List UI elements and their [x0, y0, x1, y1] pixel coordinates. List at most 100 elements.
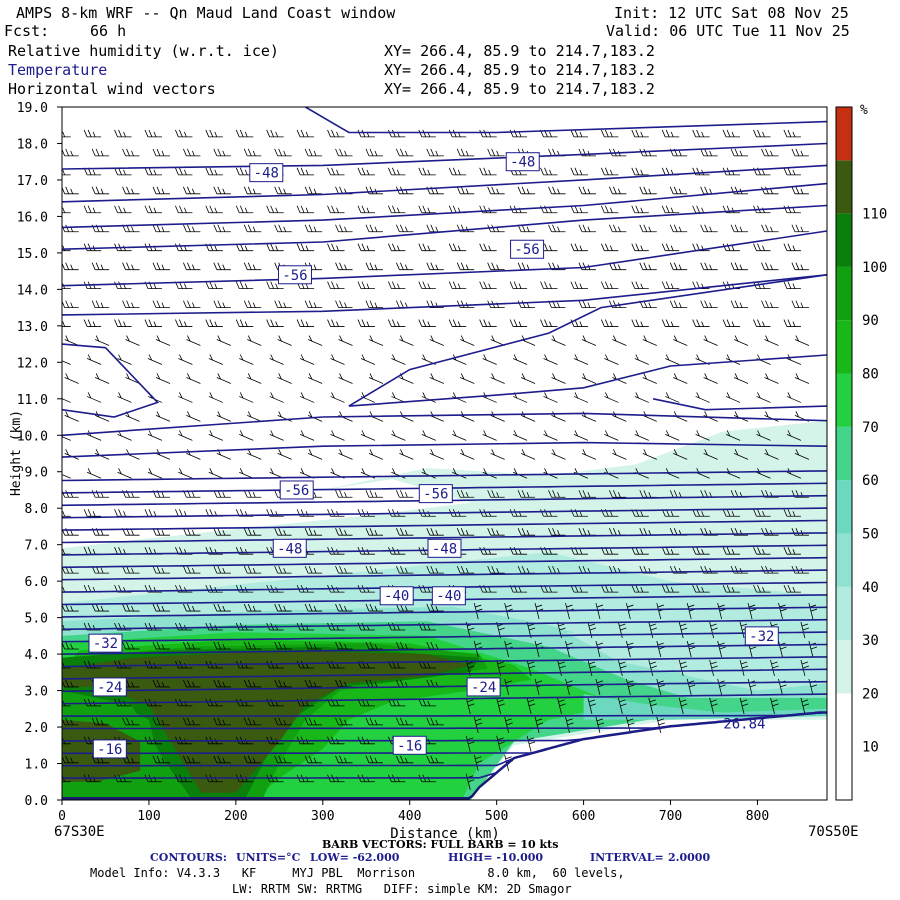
- field-xy-rh: XY= 266.4, 85.9 to 214.7,183.2: [384, 42, 655, 60]
- colorbar-label: 80: [862, 367, 879, 383]
- wind-barb: [526, 735, 536, 752]
- colorbar-segment: [836, 320, 852, 374]
- wind-barb: [327, 319, 345, 327]
- wind-barb: [235, 129, 254, 138]
- wind-barb: [631, 243, 649, 252]
- wind-barb: [147, 430, 163, 441]
- wind-barb: [235, 319, 254, 327]
- wind-barb: [243, 565, 262, 574]
- wind-barb: [243, 300, 262, 309]
- contours-interval-value: 2.0000: [668, 851, 711, 864]
- wind-barb: [274, 186, 292, 195]
- contours-label: CONTOURS:: [150, 851, 227, 864]
- temperature-label: -48: [254, 166, 279, 182]
- wind-barb: [247, 449, 262, 460]
- wind-barb: [426, 186, 444, 195]
- forecast-hour: 66 h: [90, 22, 127, 40]
- x-tick-label: 600: [572, 809, 595, 824]
- wind-barb: [631, 319, 649, 327]
- x-tick-label: 200: [224, 809, 247, 824]
- y-tick-label: 12.0: [17, 356, 48, 371]
- wind-barb: [365, 490, 383, 498]
- wind-barb: [692, 243, 710, 252]
- wind-barb: [490, 411, 505, 422]
- wind-barb: [612, 449, 627, 460]
- wind-barb: [642, 411, 657, 422]
- wind-barb: [661, 281, 680, 290]
- wind-barb: [692, 319, 710, 327]
- wind-barb: [335, 490, 353, 498]
- y-tick-label: 18.0: [17, 137, 48, 152]
- wind-barb: [709, 659, 718, 677]
- temperature-contour: [62, 711, 827, 717]
- wind-barb: [147, 468, 163, 479]
- wind-barb: [512, 354, 528, 365]
- wind-barb: [678, 697, 688, 714]
- wind-barb: [304, 603, 323, 612]
- wind-barb: [634, 392, 649, 403]
- wind-barb: [144, 205, 162, 214]
- wind-barb: [235, 584, 254, 593]
- wind-barb: [639, 300, 657, 309]
- wind-barb: [695, 468, 710, 479]
- wind-barb: [152, 641, 170, 650]
- y-tick-label: 17.0: [17, 174, 48, 189]
- temperature-contour: [62, 631, 827, 643]
- wind-barb: [205, 584, 223, 593]
- wind-barb: [213, 755, 231, 764]
- wind-barb: [357, 698, 375, 707]
- wind-barb: [175, 584, 193, 593]
- wind-barb: [304, 300, 323, 309]
- y-tick-label: 4.0: [25, 648, 48, 663]
- y-tick-label: 14.0: [17, 283, 48, 298]
- wind-barb: [725, 430, 741, 441]
- wind-barb: [152, 717, 170, 726]
- wind-barb: [266, 698, 284, 707]
- wind-barb: [205, 129, 223, 138]
- wind-barb: [730, 565, 749, 574]
- colorbar-label: 50: [862, 526, 879, 542]
- contours-interval: INTERVAL=: [590, 851, 664, 864]
- wind-barb: [604, 392, 619, 403]
- wind-barb: [399, 449, 414, 460]
- wind-barb: [239, 354, 254, 365]
- temperature-label: -32: [93, 636, 118, 652]
- wind-barb: [360, 430, 376, 441]
- wind-barb: [570, 281, 588, 290]
- wind-barb: [205, 281, 223, 290]
- wind-barb: [117, 354, 132, 365]
- x-tick-label: 700: [659, 809, 682, 824]
- temperature-contour: [62, 142, 827, 170]
- wind-barb: [269, 354, 284, 365]
- wind-barb: [213, 565, 231, 574]
- wind-barb: [296, 509, 315, 517]
- wind-barb: [388, 205, 406, 214]
- wind-barb: [730, 262, 749, 271]
- wind-barb: [365, 262, 383, 271]
- wind-barb: [327, 129, 345, 138]
- temperature-label-box: [466, 677, 501, 697]
- wind-barb: [465, 697, 475, 714]
- wind-barb: [274, 603, 292, 612]
- wind-barb: [761, 528, 779, 536]
- wind-barb: [155, 449, 171, 460]
- temperature-contour: [62, 182, 827, 229]
- wind-barb: [418, 584, 436, 593]
- wind-barb: [565, 716, 574, 733]
- wind-barb: [669, 224, 688, 233]
- wind-barb: [125, 373, 140, 384]
- wind-barb: [178, 354, 193, 365]
- y-tick-label: 6.0: [25, 575, 48, 590]
- wind-barb: [753, 584, 771, 593]
- wind-barb: [365, 603, 383, 612]
- wind-barb: [357, 660, 375, 669]
- wind-barb: [548, 224, 566, 233]
- wind-barb: [608, 262, 627, 271]
- field-xy-temperature: XY= 266.4, 85.9 to 214.7,183.2: [384, 61, 655, 79]
- y-tick-label: 10.0: [17, 429, 48, 444]
- wind-barb: [91, 490, 110, 498]
- wind-barb: [473, 754, 483, 771]
- wind-barb: [709, 621, 718, 639]
- wind-barb: [213, 262, 231, 271]
- field-name-wind: Horizontal wind vectors: [8, 80, 216, 98]
